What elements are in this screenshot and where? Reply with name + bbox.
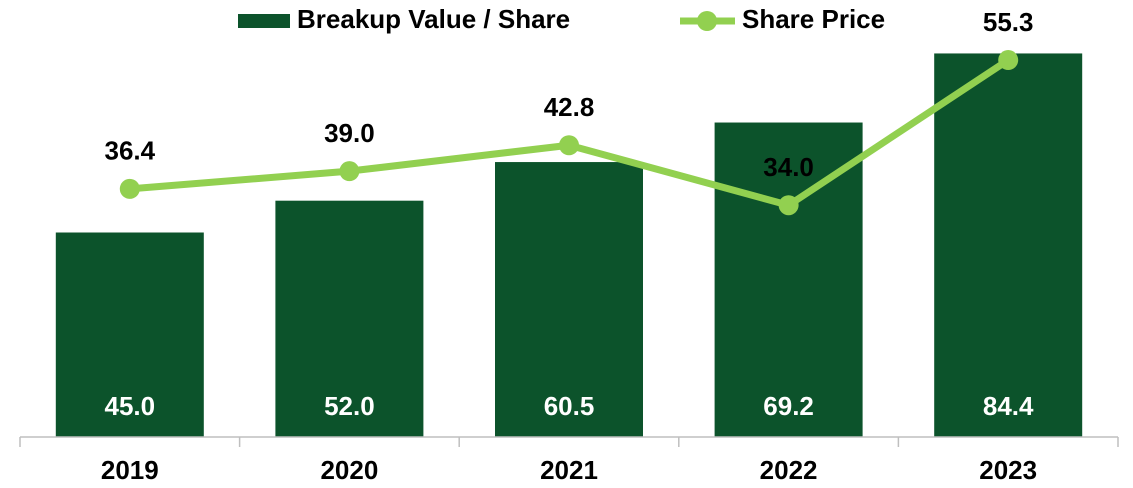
legend-label: Share Price	[742, 4, 885, 34]
legend-label: Breakup Value / Share	[297, 4, 570, 34]
line-point	[119, 178, 140, 199]
line-point	[778, 195, 799, 216]
line-value-label: 36.4	[104, 136, 155, 166]
legend-swatch-point	[697, 11, 717, 31]
bar-value-label: 52.0	[324, 391, 375, 421]
x-tick-label: 2023	[979, 455, 1037, 485]
bar-value-label: 84.4	[983, 391, 1034, 421]
line-point	[339, 161, 360, 182]
line-point	[559, 135, 579, 156]
bar-value-label: 69.2	[763, 391, 814, 421]
legend-swatch-bar	[238, 14, 290, 28]
x-tick-label: 2021	[540, 455, 598, 485]
bar	[55, 232, 204, 437]
bar-value-label: 45.0	[104, 391, 155, 421]
bar-value-label: 60.5	[544, 391, 595, 421]
line-value-label: 34.0	[763, 152, 814, 182]
bar	[275, 200, 424, 437]
x-tick-label: 2020	[320, 455, 378, 485]
bar	[495, 162, 643, 438]
line-value-label: 55.3	[983, 7, 1034, 37]
x-tick-label: 2019	[101, 455, 159, 485]
x-tick-label: 2022	[760, 455, 818, 485]
line-value-label: 42.8	[544, 92, 595, 122]
line-point	[998, 50, 1019, 71]
line-value-label: 39.0	[324, 118, 375, 148]
bar	[934, 53, 1083, 438]
